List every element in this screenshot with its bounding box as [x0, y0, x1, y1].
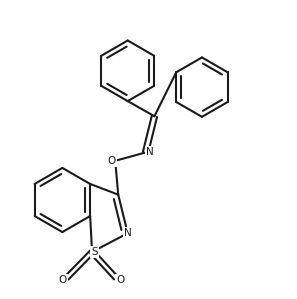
- Text: S: S: [91, 247, 98, 257]
- Text: O: O: [58, 275, 67, 285]
- Text: N: N: [146, 147, 154, 158]
- Text: N: N: [124, 228, 132, 238]
- Text: O: O: [108, 156, 116, 166]
- Text: O: O: [116, 275, 124, 285]
